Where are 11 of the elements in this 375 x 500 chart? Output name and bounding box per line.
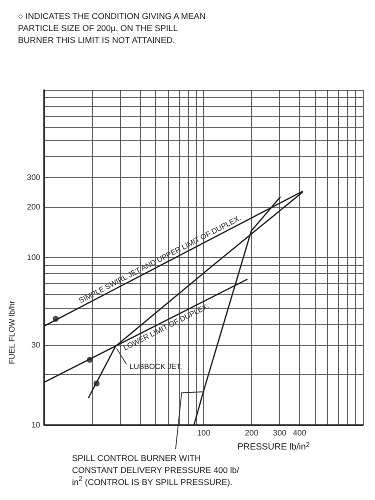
y-axis-title: FUEL FLOW lb/hr [8, 300, 16, 364]
x-tick-label: 300 [272, 428, 287, 438]
text: ○ INDICATES THE CONDITION GIVING A MEAN PARTICLE SIZE OF 200μ. ON THE SPILL BURNER THIS LIMIT IS NOT ATTAINED. [18, 11, 208, 45]
y-tick-label: 300 [26, 173, 41, 182]
x-tick-label: 200 [244, 428, 259, 438]
y-tick-label: 10 [31, 420, 41, 430]
y-tick-label: 100 [26, 253, 41, 262]
y-tick-label: 30 [31, 340, 41, 350]
x-tick-label: 100 [196, 428, 211, 438]
y-tick-label: 200 [26, 202, 41, 212]
x-tick-label: 400 [292, 428, 307, 438]
